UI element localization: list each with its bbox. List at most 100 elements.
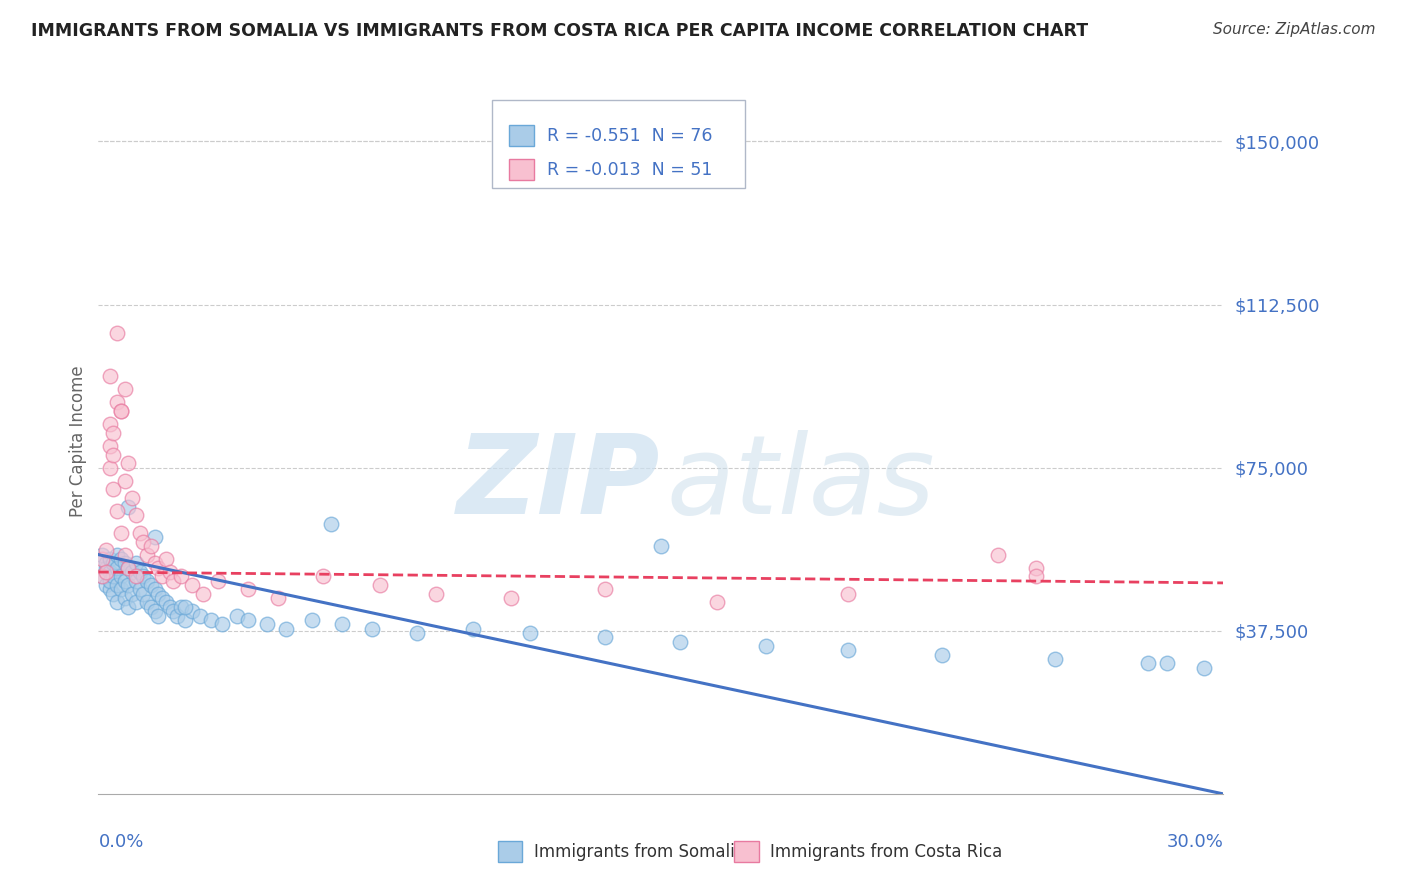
Point [103,425,125,440]
Point [1137,657,1160,671]
Point [114,382,136,396]
Text: R = -0.013  N = 51: R = -0.013 N = 51 [547,161,713,178]
Point [143,582,166,597]
Point [837,587,859,601]
Point [987,548,1010,562]
Point [173,599,195,614]
Point [103,557,125,571]
Point [117,599,139,614]
Point [1156,657,1178,671]
Point [105,578,128,592]
Point [425,587,447,601]
Text: ZIP: ZIP [457,430,661,537]
Point [98,574,121,588]
Point [1194,661,1216,675]
Point [226,608,249,623]
Bar [498,841,523,863]
Point [837,643,859,657]
Point [238,582,260,597]
Point [125,574,148,588]
Point [150,591,173,606]
Point [114,557,136,571]
Point [91,569,114,583]
Point [162,604,184,618]
Point [173,613,195,627]
Point [103,587,125,601]
Point [181,604,204,618]
Point [103,483,125,497]
Point [155,595,177,609]
Point [143,557,166,571]
Point [188,608,211,623]
Point [105,395,128,409]
Point [170,569,193,583]
Point [114,591,136,606]
Point [98,460,121,475]
Text: atlas: atlas [666,430,935,537]
Point [211,617,233,632]
Point [105,504,128,518]
Point [105,595,128,609]
Point [94,557,117,571]
Point [110,552,132,566]
Point [200,613,222,627]
Point [1043,652,1066,666]
Point [114,548,136,562]
Point [110,404,132,418]
Point [117,500,139,514]
Point [91,552,114,566]
Point [650,539,672,553]
Point [330,617,353,632]
Point [121,587,143,601]
Point [139,578,162,592]
Point [193,587,215,601]
Point [170,599,193,614]
Point [181,578,204,592]
Point [1025,569,1047,583]
Text: 30.0%: 30.0% [1167,832,1223,851]
Point [668,634,690,648]
Point [105,326,128,340]
Point [463,622,485,636]
Point [103,448,125,462]
Point [128,525,150,540]
Point [256,617,278,632]
Point [94,560,117,574]
Point [117,456,139,470]
Point [143,530,166,544]
Point [117,578,139,592]
Point [114,474,136,488]
Point [98,552,121,566]
Point [706,595,728,609]
Point [91,548,114,562]
Point [143,604,166,618]
Point [159,599,181,614]
Point [125,595,148,609]
Point [136,595,159,609]
Point [132,569,155,583]
Point [121,565,143,579]
Point [499,591,522,606]
Text: Immigrants from Costa Rica: Immigrants from Costa Rica [770,843,1002,861]
Point [148,560,170,574]
Point [110,569,132,583]
Point [519,626,541,640]
Point [110,404,132,418]
Point [361,622,384,636]
Y-axis label: Per Capita Income: Per Capita Income [69,366,87,517]
Point [1025,560,1047,574]
Point [148,608,170,623]
Point [207,574,229,588]
Point [755,639,778,653]
Point [267,591,290,606]
Point [593,582,616,597]
Point [98,417,121,431]
Point [110,582,132,597]
Point [98,582,121,597]
Point [125,569,148,583]
Point [406,626,429,640]
Point [121,491,143,505]
Point [117,560,139,574]
Point [162,574,184,588]
Point [312,569,335,583]
